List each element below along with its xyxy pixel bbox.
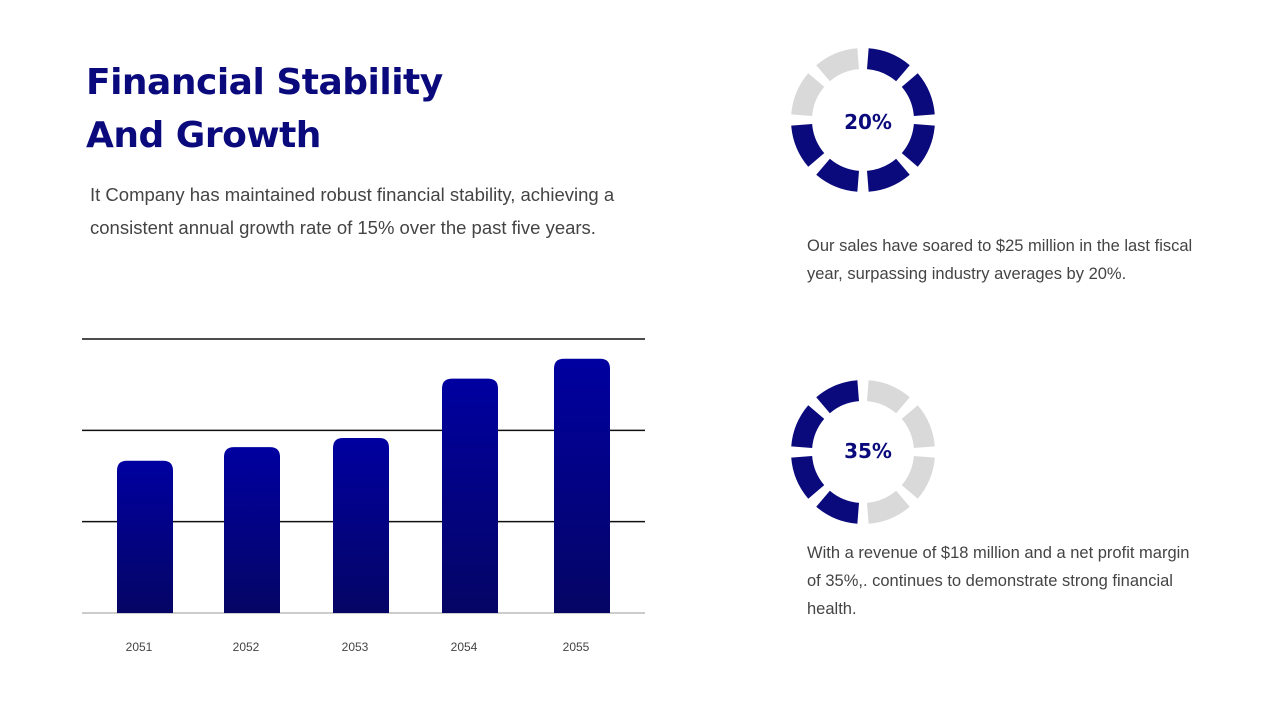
donut-segment-filled <box>791 124 825 167</box>
donut-segment-filled <box>901 124 935 167</box>
donut-segment-filled <box>791 405 825 448</box>
donut-segment-empty <box>901 405 935 448</box>
bar-2051 <box>117 460 173 613</box>
x-tick-label: 2052 <box>233 640 260 654</box>
donut-chart-sales <box>791 48 935 192</box>
donut-label-profit: 35% <box>844 439 892 463</box>
page-title: Financial Stability And Growth <box>86 56 443 162</box>
donut-segment-empty <box>901 456 935 499</box>
profit-description: With a revenue of $18 million and a net … <box>807 544 1190 618</box>
sales-description: Our sales have soared to $25 million in … <box>807 237 1193 283</box>
donut-segment-filled <box>816 158 859 192</box>
donut-segment-filled <box>867 48 910 82</box>
donut-segment-empty <box>791 73 825 116</box>
x-tick-label: 2051 <box>126 640 153 654</box>
bar-2055 <box>554 358 610 613</box>
x-tick-label: 2053 <box>342 640 369 654</box>
page-title-line-2: And Growth <box>86 115 321 156</box>
donut-segment-filled <box>901 73 935 116</box>
chart-bars <box>117 358 610 613</box>
x-tick-label: 2054 <box>451 640 478 654</box>
donut-segment-filled <box>816 490 859 524</box>
donut-segment-filled <box>867 158 910 192</box>
bar-2053 <box>333 437 389 613</box>
donut-segment-empty <box>867 490 910 524</box>
donut-segment-filled <box>791 456 825 499</box>
donut-segment-filled <box>816 380 859 414</box>
bar-chart: 2051 2052 2053 2054 2055 <box>82 338 645 654</box>
intro-paragraph: It Company has maintained robust financi… <box>90 184 615 238</box>
donut-segment-empty <box>816 48 859 82</box>
x-tick-label: 2055 <box>563 640 590 654</box>
page-title-line-1: Financial Stability <box>86 62 443 103</box>
donut-label-sales: 20% <box>844 110 892 134</box>
donut-segment-empty <box>867 380 910 414</box>
donut-chart-profit <box>791 380 935 524</box>
bar-2054 <box>442 378 498 613</box>
chart-x-ticks: 2051 2052 2053 2054 2055 <box>126 640 590 654</box>
bar-2052 <box>224 447 280 613</box>
